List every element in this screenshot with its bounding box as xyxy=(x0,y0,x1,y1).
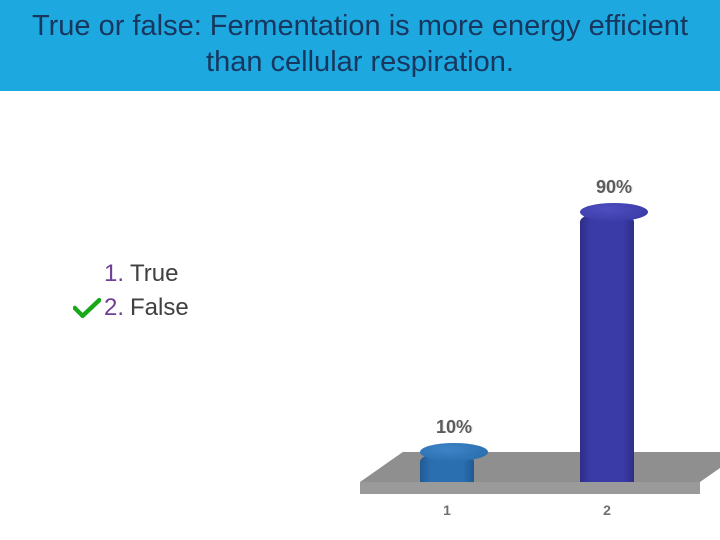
option-2-label: False xyxy=(130,294,189,322)
chart-base-top xyxy=(360,452,720,482)
option-2: 2. False xyxy=(70,294,189,322)
bar-2: 90% xyxy=(580,212,634,482)
bar-2-value-label: 90% xyxy=(574,177,654,198)
question-header: True or false: Fermentation is more ener… xyxy=(0,0,720,91)
results-chart: 10% 1 90% 2 xyxy=(360,100,700,520)
option-1-number: 1. xyxy=(104,260,124,288)
answer-options: 1. True 2. False xyxy=(70,260,189,328)
bar-2-top xyxy=(580,203,648,221)
bar-1-value-label: 10% xyxy=(414,417,494,438)
question-text: True or false: Fermentation is more ener… xyxy=(32,10,688,78)
option-2-check-slot xyxy=(70,297,104,319)
bar-2-front xyxy=(580,212,634,482)
option-2-number: 2. xyxy=(104,294,124,322)
checkmark-icon xyxy=(73,297,101,319)
bar-2-axis-label: 2 xyxy=(577,502,637,518)
option-1-label: True xyxy=(130,260,178,288)
option-1: 1. True xyxy=(70,260,189,288)
bar-1-axis-label: 1 xyxy=(417,502,477,518)
bar-1-top xyxy=(420,443,488,461)
bar-1: 10% xyxy=(420,452,474,482)
chart-base-front xyxy=(360,482,700,494)
